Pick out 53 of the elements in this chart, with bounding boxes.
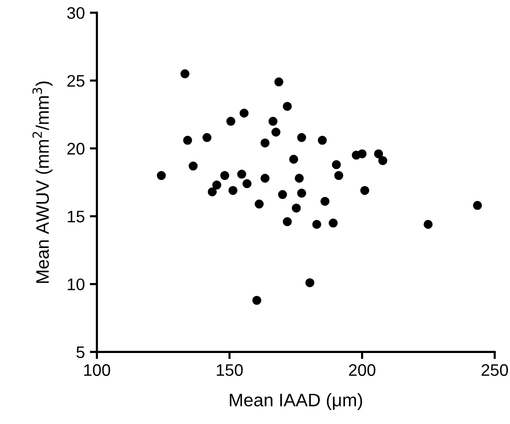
point [297,133,306,142]
point [254,200,264,209]
point [282,102,292,111]
y-tick-label: 25 [67,74,84,87]
point [220,171,230,180]
point [297,188,306,198]
point [228,186,238,195]
y-tick-label: 20 [67,142,84,155]
y-tick-label: 10 [68,278,84,290]
y-tick-label: 30 [67,7,84,19]
point [180,69,190,78]
point [183,136,192,145]
point [156,171,166,180]
point [292,204,301,213]
point [289,154,298,164]
point [271,128,280,137]
point [237,170,246,179]
point [374,149,384,158]
point [334,171,344,180]
point [208,187,217,196]
point [360,186,370,195]
point [260,138,270,148]
y-axis-title: Mean AWUV (mm$^{2}$/mm$^{3}$) [32,81,52,283]
point [278,190,288,200]
point [188,162,198,171]
point [226,116,236,126]
x-tick-label: 100 [84,364,110,376]
point [472,200,482,210]
point [282,217,292,226]
point [242,179,252,188]
point [358,149,367,158]
y-tick-label: 5 [76,346,84,358]
x-tick-label: 200 [349,364,376,376]
y-tick-label: 15 [68,210,84,222]
point [318,136,327,145]
point [274,77,284,86]
point [252,296,262,305]
point [260,174,270,183]
point [268,116,278,126]
point [378,156,388,166]
point [305,278,314,288]
x-axis-title: Mean IAAD (μm) [230,393,362,410]
point [294,174,304,183]
point [202,133,212,142]
point [312,220,322,229]
x-tick-label: 250 [482,364,508,376]
point [332,160,341,170]
point [240,108,249,118]
x-tick-label: 150 [216,364,243,376]
point [320,196,330,206]
point [328,218,338,228]
point [424,220,433,229]
point [212,180,222,190]
